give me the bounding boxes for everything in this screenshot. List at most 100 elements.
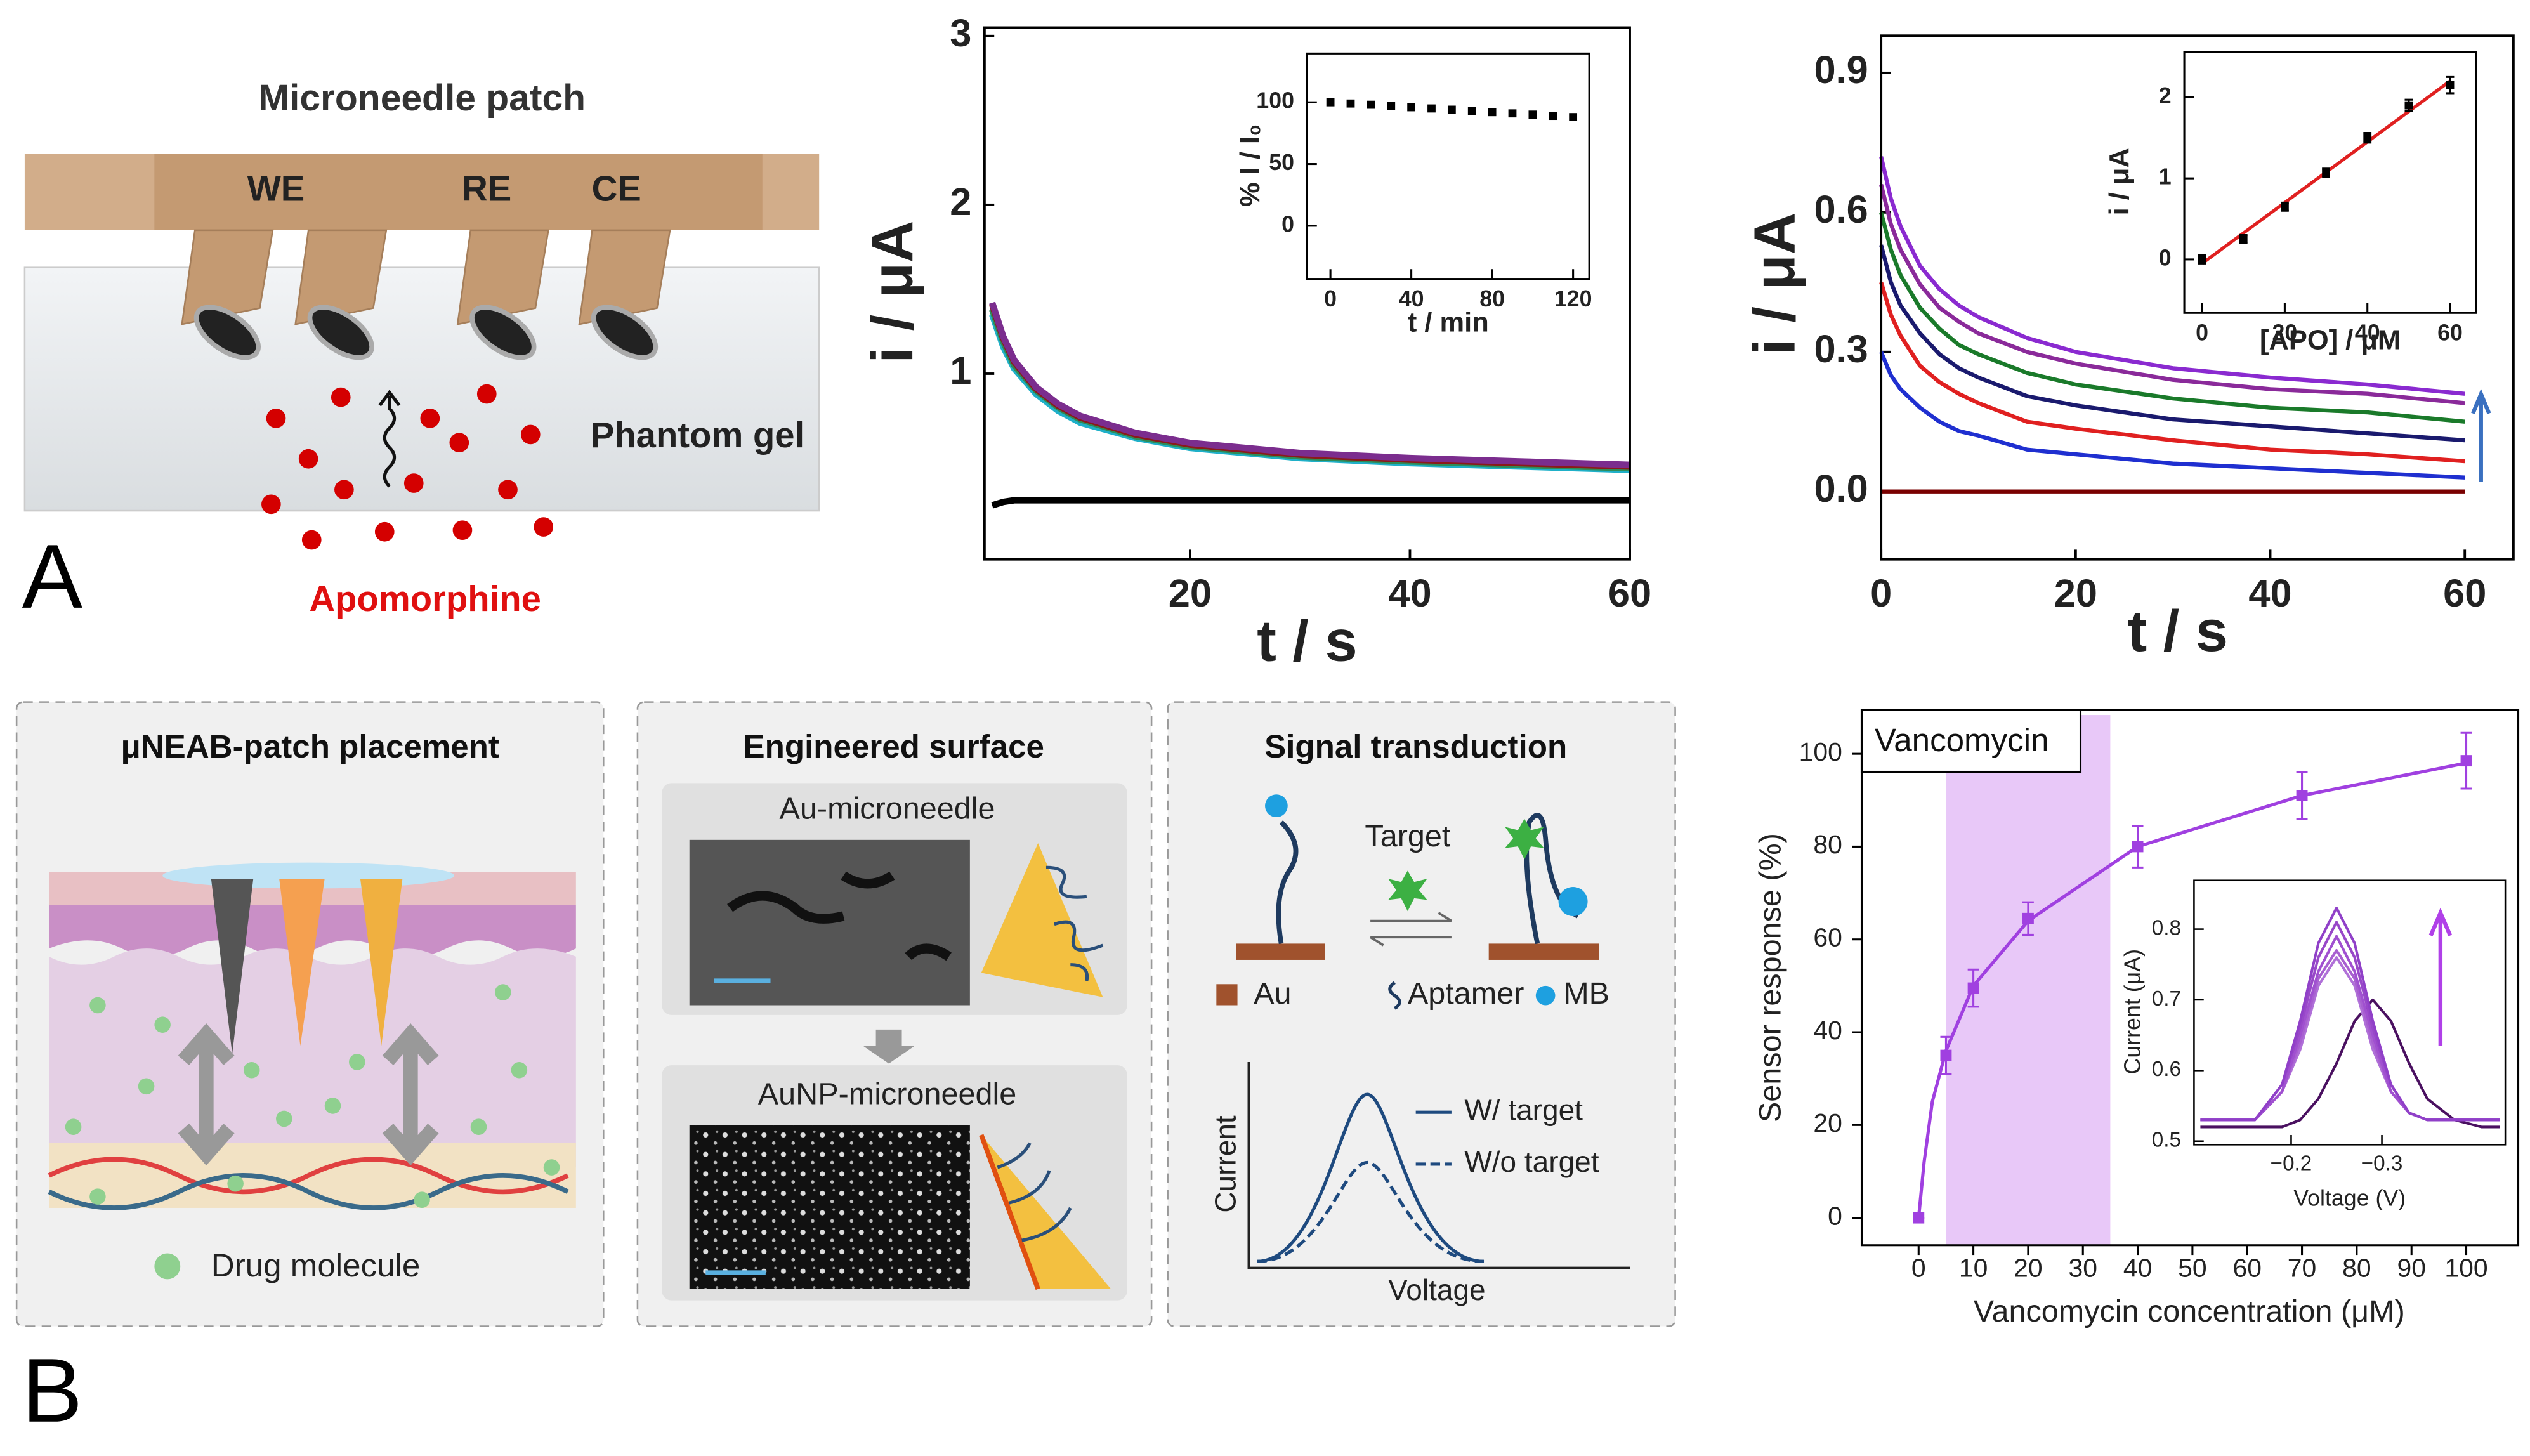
x-tick-label: 0 [1324,286,1337,312]
data-point [1488,108,1497,117]
y-tick-label: 60 [1813,923,1842,952]
x-axis-label: [APO] / μM [2260,325,2401,356]
x-tick-label: −0.3 [2361,1152,2403,1176]
series-line [991,497,1630,509]
y-tick-label: 2 [2159,83,2172,108]
surface-figure [662,783,1127,1301]
x-tick-label: 0 [2196,320,2208,346]
panel-b-diagrams: μNEAB-patch placement Drug molecule Engi… [15,701,1676,1441]
electrode-label: RE [462,168,511,208]
trend-arrow [2471,388,2491,482]
x-tick-label: 40 [1399,286,1424,312]
x-tick-label: 120 [1554,286,1592,312]
y-tick-label: 0.3 [1814,327,1868,371]
series-line [989,301,1630,468]
patch-diagram: Microneedle patch WE RE CE Phantom gel A… [22,77,820,627]
plot-frame [2193,879,2507,1146]
y-tick-label: 0.8 [2152,916,2181,940]
data-point [2296,790,2308,801]
data-point [1326,98,1335,107]
panel-box [1167,701,1676,1327]
y-axis-label: % I / I₀ [1235,124,1266,207]
electrode-label: WE [247,168,305,208]
placement-legend: Drug molecule [211,1247,421,1283]
surface-label: Au-microneedle [780,792,995,826]
data-point [1569,113,1578,121]
x-tick-label: 0 [1911,1253,1926,1282]
data-point [1407,103,1416,112]
y-tick-label: 0 [2159,245,2172,270]
legend-label: Au [1254,976,1291,1011]
annotation-box [1860,709,2082,773]
diffusion-arrow [378,390,401,488]
curve-label: W/o target [1464,1145,1599,1178]
data-point [1387,102,1396,110]
x-tick-label: 20 [1169,571,1212,615]
data-point [1367,100,1375,109]
data-point [1467,107,1476,115]
x-axis-label: Vancomycin concentration (μM) [1974,1294,2405,1328]
y-axis-label: i / μA [2104,148,2135,215]
drug-dots [261,384,554,550]
data-point [2281,202,2289,211]
y-axis-label: i / μA [860,221,925,364]
x-tick-label: 10 [1959,1253,1988,1282]
data-point [2460,755,2472,767]
plot-area [2194,880,2506,1145]
y-tick-label: 1 [950,348,971,392]
y-tick-label: 0.6 [2152,1058,2181,1081]
target-label: Target [1365,819,1450,853]
x-tick-label: 40 [1388,571,1431,615]
series-line [1879,351,2465,480]
surface-title: Engineered surface [744,728,1044,764]
x-tick-label: 90 [2397,1253,2425,1282]
x-tick-label: 60 [2443,571,2486,615]
series-line [1879,156,2465,396]
data-point [1913,1212,1925,1224]
y-tick-label: 0.5 [2152,1129,2181,1152]
series-line [2200,907,2500,1122]
x-tick-label: 40 [2355,320,2380,346]
x-tick-label: 80 [2342,1253,2371,1282]
y-axis-label: Sensor response (%) [1753,833,1788,1122]
plot-area [1307,53,1590,279]
x-tick-label: 20 [2054,571,2097,615]
y-tick-label: 0.7 [2152,987,2181,1011]
y-axis-label: Current (μA) [2120,949,2145,1074]
x-tick-label: 60 [2437,320,2463,346]
x-tick-label: 100 [2444,1253,2487,1282]
y-tick-label: 80 [1813,830,1842,859]
data-point [2198,255,2206,264]
plot-frame [983,26,1631,561]
data-point [2446,81,2455,89]
x-tick-label: 60 [2232,1253,2261,1282]
x-tick-label: 30 [2069,1253,2097,1282]
y-axis-label: i / μA [1742,213,1807,355]
x-tick-label: 0 [1870,571,1892,615]
plot-frame [2183,51,2477,314]
x-tick-label: 20 [2014,1253,2042,1282]
curve-label: W/ target [1464,1093,1583,1126]
annotation: Vancomycin [1875,722,2049,758]
panel-label: A [22,526,83,627]
plot-area [2184,51,2477,313]
gel-label: Phantom gel [591,415,804,455]
y-tick-label: 100 [1799,737,1842,766]
data-point [1940,1049,1952,1061]
skin [48,862,576,1280]
y-tick-label: 0 [1828,1201,1842,1230]
y-tick-label: 40 [1813,1016,1842,1045]
x-tick-label: 50 [2178,1253,2206,1282]
plot-frame [1860,709,2520,1247]
legend-label: MB [1563,976,1609,1011]
x-tick-label: −0.2 [2271,1152,2312,1176]
series-line [2200,998,2500,1129]
y-tick-label: 1 [2159,164,2172,190]
drug-label: Apomorphine [309,579,541,619]
x-axis-label: t / s [2128,599,2228,664]
y-tick-label: 0.0 [1814,466,1868,510]
data-point [1967,982,1979,994]
x-axis-label: t / min [1408,308,1489,338]
data-point [2404,101,2413,110]
plot-frame [1880,34,2515,561]
